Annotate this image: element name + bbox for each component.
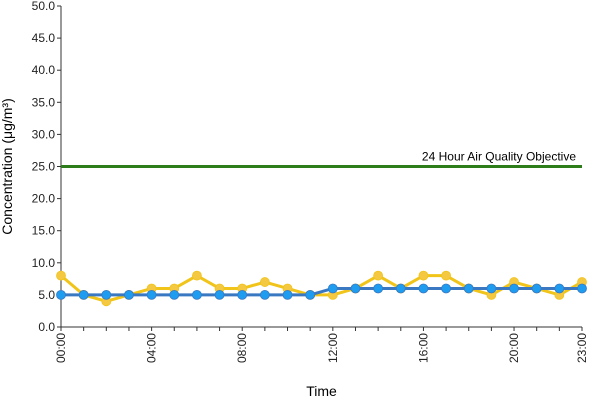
data-point <box>441 270 451 281</box>
y-tick-label: 40.0 <box>32 63 56 77</box>
data-point <box>395 283 406 294</box>
data-point <box>259 289 270 300</box>
data-point <box>327 283 338 294</box>
data-point <box>259 277 270 287</box>
data-point <box>214 289 225 300</box>
data-point <box>373 270 384 281</box>
x-axis-title: Time <box>306 383 337 399</box>
data-point <box>124 289 134 300</box>
data-point <box>531 283 542 294</box>
data-point <box>146 289 157 300</box>
y-tick-label: 50.0 <box>32 0 56 13</box>
data-point <box>192 270 202 281</box>
data-point <box>554 283 565 294</box>
x-tick-label: 00:00 <box>54 333 68 363</box>
y-tick-label: 10.0 <box>32 256 56 270</box>
data-point <box>577 283 587 294</box>
data-point <box>169 289 180 300</box>
data-point <box>101 289 112 300</box>
y-tick-label: 35.0 <box>32 95 56 109</box>
series-2 <box>56 283 587 300</box>
data-point <box>418 283 429 294</box>
y-tick-label: 30.0 <box>32 127 56 141</box>
y-tick-label: 20.0 <box>32 192 56 206</box>
x-axis-ticks: 00:00 04:00 08:00 12:00 16:00 20:00 23:00 <box>54 327 589 363</box>
data-point <box>486 283 497 294</box>
data-point <box>373 283 384 294</box>
data-point <box>463 283 474 294</box>
y-tick-label: 0.0 <box>38 320 55 334</box>
reference-line-label: 24 Hour Air Quality Objective <box>422 150 576 164</box>
data-point <box>237 289 248 300</box>
x-tick-label: 20:00 <box>507 333 521 363</box>
x-tick-label: 04:00 <box>145 333 159 363</box>
data-point <box>305 289 316 300</box>
y-axis-ticks: 0.0 5.0 10.0 15.0 20.0 25.0 30.0 35.0 40.0 45.0 50… <box>32 0 61 334</box>
x-tick-label: 16:00 <box>416 333 430 363</box>
data-point <box>78 289 89 300</box>
y-tick-label: 15.0 <box>32 224 56 238</box>
data-point <box>509 283 519 294</box>
series-layer <box>56 270 587 307</box>
y-tick-label: 5.0 <box>38 288 55 302</box>
y-axis-title: Concentration (μg/m³) <box>0 98 15 234</box>
data-point <box>282 289 293 300</box>
data-point <box>441 283 451 294</box>
data-point <box>418 270 429 281</box>
data-point <box>350 283 361 294</box>
x-tick-label: 08:00 <box>235 333 249 363</box>
data-point <box>192 289 202 300</box>
y-tick-label: 25.0 <box>32 160 56 174</box>
x-tick-label: 12:00 <box>326 333 340 363</box>
data-point <box>56 270 66 281</box>
data-point <box>56 289 66 300</box>
x-tick-label: 23:00 <box>575 333 589 363</box>
y-tick-label: 45.0 <box>32 31 56 45</box>
